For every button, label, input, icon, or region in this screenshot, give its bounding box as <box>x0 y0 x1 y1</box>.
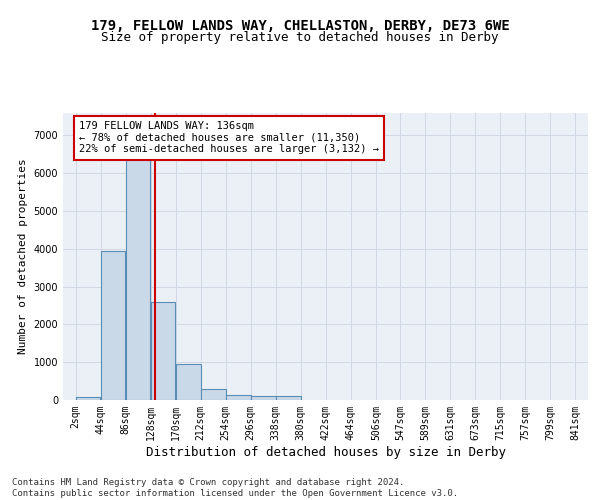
Bar <box>276 396 301 400</box>
Bar <box>201 388 226 400</box>
Bar <box>126 150 151 400</box>
Bar <box>101 250 125 400</box>
Text: 179, FELLOW LANDS WAY, CHELLASTON, DERBY, DE73 6WE: 179, FELLOW LANDS WAY, CHELLASTON, DERBY… <box>91 19 509 33</box>
Text: Size of property relative to detached houses in Derby: Size of property relative to detached ho… <box>101 31 499 44</box>
Bar <box>251 396 275 400</box>
X-axis label: Distribution of detached houses by size in Derby: Distribution of detached houses by size … <box>146 446 505 458</box>
Bar <box>76 397 100 400</box>
Bar <box>226 395 251 400</box>
Bar <box>151 302 175 400</box>
Y-axis label: Number of detached properties: Number of detached properties <box>18 158 28 354</box>
Text: 179 FELLOW LANDS WAY: 136sqm
← 78% of detached houses are smaller (11,350)
22% o: 179 FELLOW LANDS WAY: 136sqm ← 78% of de… <box>79 121 379 154</box>
Text: Contains HM Land Registry data © Crown copyright and database right 2024.
Contai: Contains HM Land Registry data © Crown c… <box>12 478 458 498</box>
Bar <box>176 364 200 400</box>
